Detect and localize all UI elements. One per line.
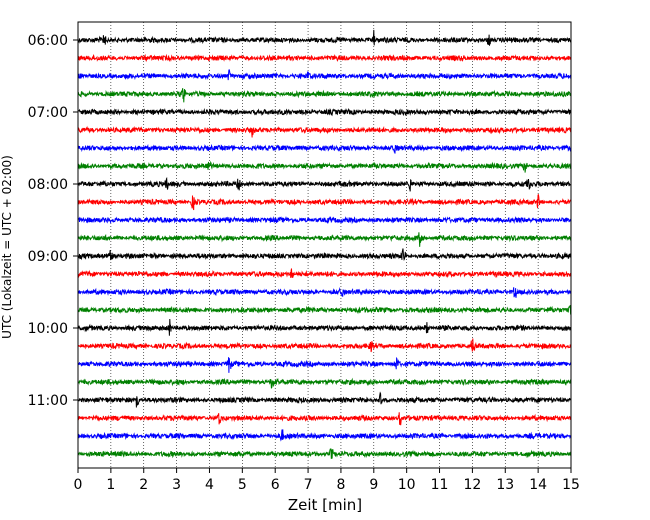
trace-0815 <box>77 194 572 211</box>
plot-frame <box>77 21 572 469</box>
y-tick-label: 06:00 <box>28 33 68 49</box>
trace-0945 <box>77 305 572 315</box>
trace-0900 <box>77 248 572 262</box>
trace-layer <box>77 29 572 459</box>
trace-0630 <box>77 69 572 81</box>
x-tick-label: 15 <box>562 477 580 493</box>
x-tick-label: 0 <box>74 477 83 493</box>
trace-0700 <box>77 107 572 117</box>
x-tick-label: 14 <box>529 477 547 493</box>
trace-0615 <box>77 53 572 63</box>
y-tick-label: 07:00 <box>28 105 68 121</box>
y-tick-label: 09:00 <box>28 249 68 265</box>
x-tick-label: 11 <box>431 477 449 493</box>
x-tick-label: 5 <box>238 477 247 493</box>
trace-0600 <box>77 29 572 46</box>
trace-0745 <box>77 160 572 173</box>
y-axis-title: UTC (Lokalzeit = UTC + 02:00) <box>0 155 14 339</box>
x-tick-label: 13 <box>496 477 514 493</box>
trace-1145 <box>77 448 572 459</box>
x-tick-label: 3 <box>172 477 181 493</box>
x-tick-label: 4 <box>205 477 214 493</box>
trace-0830 <box>77 215 572 225</box>
x-axis-title: Zeit [min] <box>288 496 362 514</box>
x-tick-label: 10 <box>398 477 416 493</box>
trace-0715 <box>77 125 572 138</box>
trace-1115 <box>77 412 572 426</box>
trace-0800 <box>77 176 571 192</box>
x-tick-label: 6 <box>271 477 280 493</box>
trace-1015 <box>77 338 572 353</box>
x-tick-label: 1 <box>106 477 115 493</box>
tick-layer: 0 1 2 3 4 5 6 7 8 9 10 11 12 13 14 1506:0007:0008:0009:… <box>28 33 580 493</box>
trace-0645 <box>77 88 572 103</box>
y-tick-label: 11:00 <box>28 393 68 409</box>
trace-1030 <box>77 356 572 373</box>
trace-1100 <box>77 391 572 408</box>
y-tick-label: 08:00 <box>28 177 68 193</box>
trace-1045 <box>77 377 572 389</box>
trace-0930 <box>77 287 572 298</box>
x-tick-label: 8 <box>336 477 345 493</box>
trace-1130 <box>77 429 572 442</box>
trace-0730 <box>77 143 572 154</box>
x-tick-label: 12 <box>463 477 481 493</box>
trace-0845 <box>77 232 572 247</box>
trace-0915 <box>77 268 572 279</box>
x-tick-label: 2 <box>139 477 148 493</box>
trace-1000 <box>78 318 572 336</box>
x-tick-label: 7 <box>304 477 313 493</box>
x-tick-label: 9 <box>369 477 378 493</box>
y-tick-label: 10:00 <box>28 321 68 337</box>
grid-layer <box>110 22 539 468</box>
